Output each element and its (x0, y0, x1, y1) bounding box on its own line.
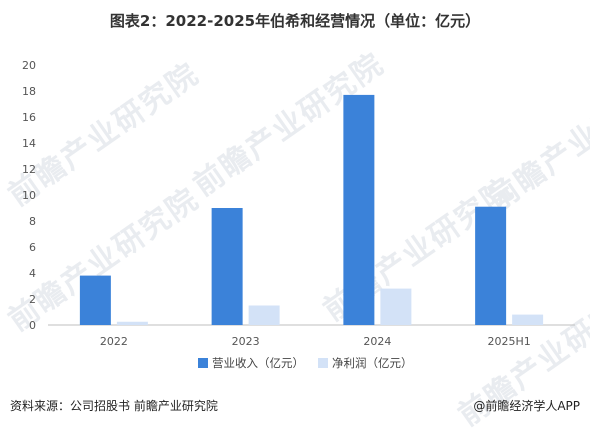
y-tick-label: 10 (22, 189, 36, 202)
legend-swatch (318, 358, 328, 368)
x-tick-label: 2024 (363, 335, 391, 348)
legend-label: 净利润（亿元） (332, 356, 413, 370)
bar-chart: 0 2 4 6 8 10 12 14 16 18 20 2022 2023 2024 2025H1 营业收入（… (22, 59, 575, 370)
y-tick-label: 4 (29, 267, 36, 280)
x-tick-label: 2022 (100, 335, 128, 348)
profit-bar (380, 288, 412, 325)
profit-bar (512, 314, 544, 325)
chart-title: 图表2：2022-2025年伯希和经营情况（单位：亿元） (109, 12, 481, 30)
profit-bar (116, 321, 148, 325)
y-tick-label: 20 (22, 59, 36, 72)
y-tick-label: 14 (22, 137, 36, 150)
revenue-bar (79, 275, 111, 325)
y-tick-label: 16 (22, 111, 36, 124)
legend-label: 营业收入（亿元） (212, 356, 304, 370)
source-note: 资料来源：公司招股书 前瞻产业研究院 (10, 399, 218, 413)
y-tick-label: 18 (22, 85, 36, 98)
y-tick-label: 6 (29, 241, 36, 254)
revenue-bar (475, 206, 507, 325)
y-tick-label: 8 (29, 215, 36, 228)
x-tick-label: 2025H1 (487, 335, 530, 348)
brand-credit: @前瞻经济学人APP (473, 399, 580, 413)
revenue-bar (211, 208, 243, 325)
legend-swatch (198, 358, 208, 368)
profit-bar (248, 305, 280, 325)
revenue-bar (343, 94, 375, 326)
y-tick-label: 2 (29, 293, 36, 306)
y-tick-label: 0 (29, 319, 36, 332)
y-tick-label: 12 (22, 163, 36, 176)
x-tick-label: 2023 (232, 335, 260, 348)
